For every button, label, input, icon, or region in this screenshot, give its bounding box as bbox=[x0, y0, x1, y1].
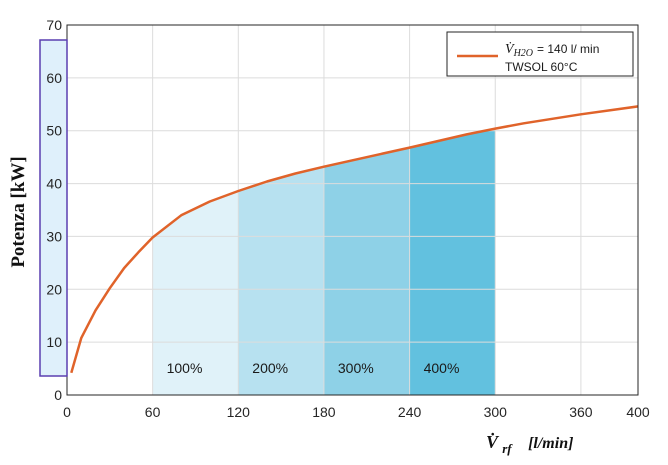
band-label-4: 400% bbox=[424, 360, 460, 376]
band-2 bbox=[238, 166, 324, 395]
y-tick-labels: 0 10 20 30 40 50 60 70 bbox=[46, 17, 62, 403]
y-tick-10: 10 bbox=[46, 334, 62, 350]
band-3 bbox=[323, 147, 410, 395]
x-tick-labels: 0 60 120 180 240 300 360 400 bbox=[63, 404, 650, 420]
x-tick-300: 300 bbox=[484, 404, 508, 420]
series-line bbox=[70, 105, 639, 374]
legend-subscript: H2O bbox=[513, 48, 533, 59]
y-tick-0: 0 bbox=[54, 387, 62, 403]
y-tick-50: 50 bbox=[46, 123, 62, 139]
x-tick-60: 60 bbox=[145, 404, 161, 420]
x-tick-360: 360 bbox=[569, 404, 593, 420]
series-layer bbox=[70, 105, 639, 374]
x-tick-240: 240 bbox=[398, 404, 422, 420]
band-label-3: 300% bbox=[338, 360, 374, 376]
x-tick-400: 400 bbox=[626, 404, 650, 420]
y-tick-60: 60 bbox=[46, 70, 62, 86]
legend-entry-line2: TWSOL 60°C bbox=[505, 60, 578, 74]
x-tick-0: 0 bbox=[63, 404, 71, 420]
y-tick-40: 40 bbox=[46, 176, 62, 192]
band-label-1: 100% bbox=[167, 360, 203, 376]
band-4 bbox=[409, 128, 496, 395]
x-tick-120: 120 bbox=[227, 404, 251, 420]
y-tick-30: 30 bbox=[46, 228, 62, 244]
y-axis-label: Potenza [kW] bbox=[8, 156, 29, 267]
y-tick-20: 20 bbox=[46, 281, 62, 297]
y-tick-70: 70 bbox=[46, 17, 62, 33]
band-1 bbox=[152, 191, 239, 395]
x-tick-180: 180 bbox=[312, 404, 336, 420]
y-axis-highlight bbox=[39, 39, 68, 377]
legend-line1-suffix: = 140 l/ min bbox=[537, 42, 599, 56]
x-axis-label-symbol: V̇ bbox=[486, 431, 500, 452]
band-labels: 100% 200% 300% 400% bbox=[167, 360, 460, 376]
legend-symbol: V̇ bbox=[505, 41, 515, 57]
band-label-2: 200% bbox=[252, 360, 288, 376]
x-axis-label-subscript: rf bbox=[502, 441, 513, 456]
x-axis-label: V̇ rf [l/min] bbox=[486, 431, 573, 457]
svg-text:V̇ rf [l/min]: V̇ rf [l/min] bbox=[486, 431, 573, 457]
legend-entry-line1: V̇H2O = 140 l/ min bbox=[505, 41, 599, 59]
legend-box bbox=[446, 31, 634, 77]
legend: V̇H2O = 140 l/ min TWSOL 60°C bbox=[446, 31, 634, 77]
shaded-bands bbox=[152, 128, 496, 395]
x-axis-label-unit: [l/min] bbox=[528, 435, 573, 452]
